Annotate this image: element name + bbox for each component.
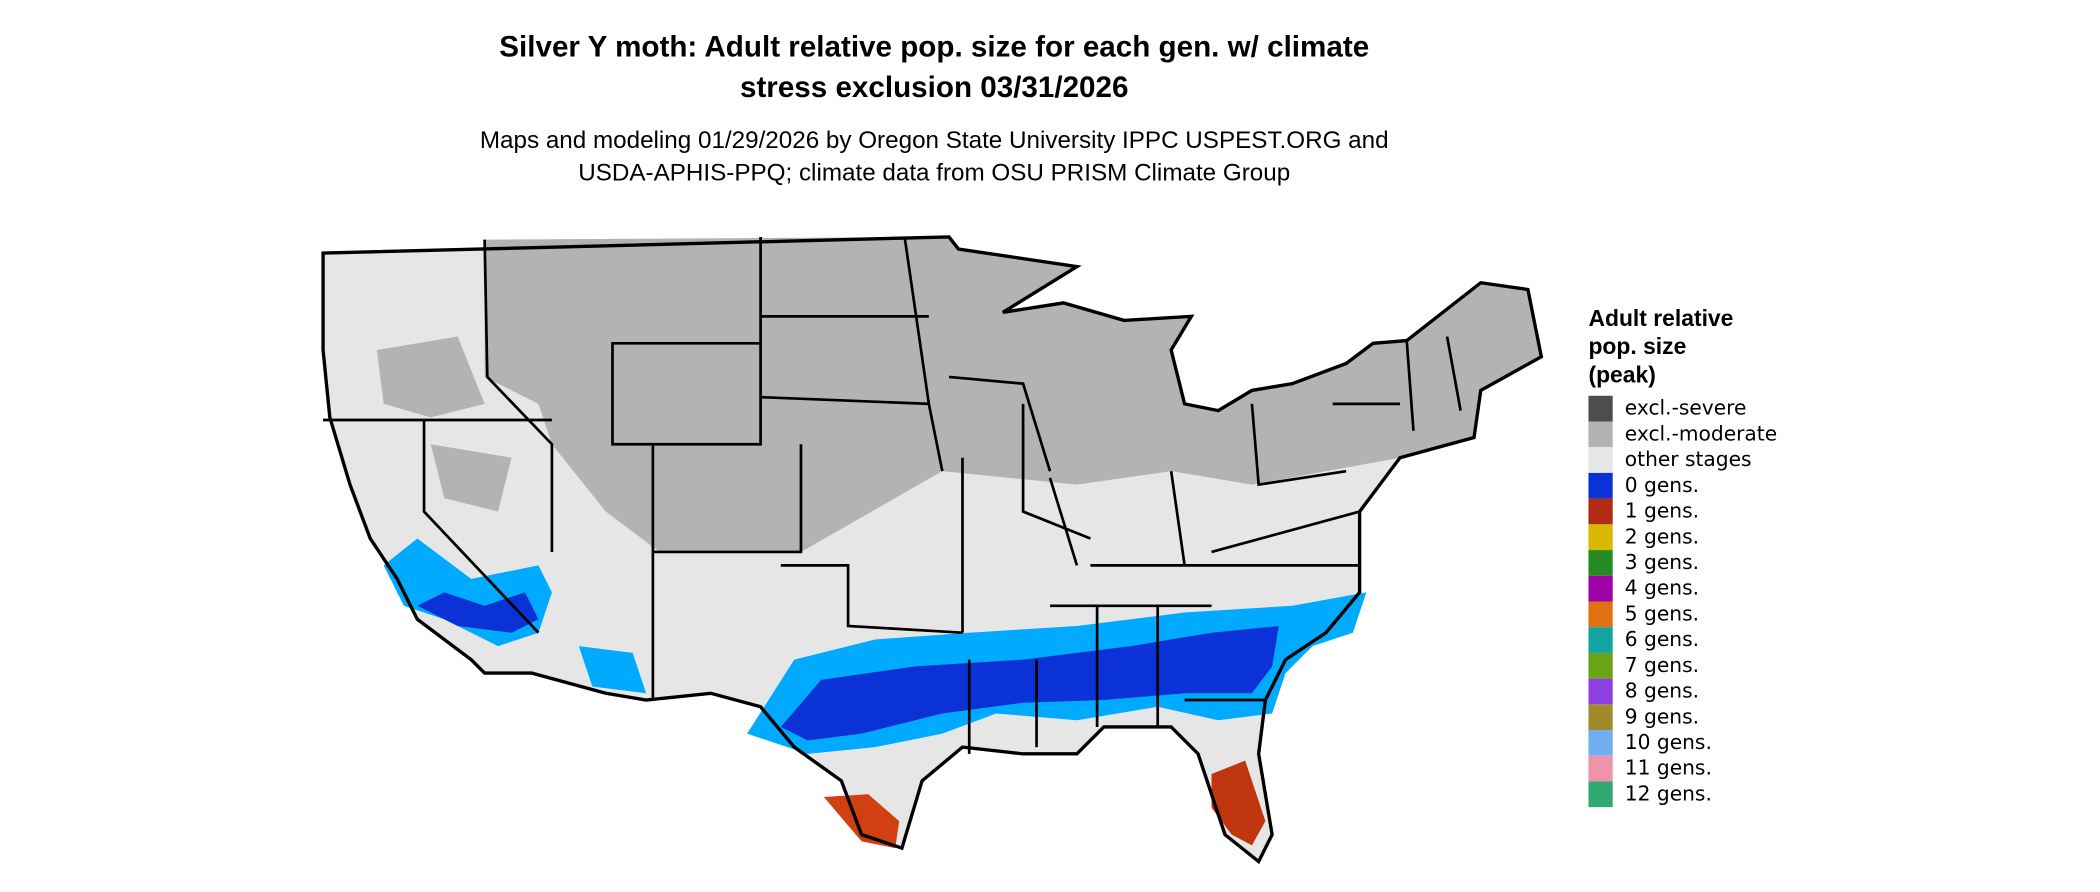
- legend-swatch: [1588, 755, 1613, 782]
- excl-moderate-region: [484, 236, 1542, 552]
- legend-swatch: [1588, 627, 1613, 653]
- subtitle-line: Maps and modeling 01/29/2026 by Oregon S…: [480, 127, 1389, 154]
- legend-label: 7 gens.: [1625, 653, 1699, 677]
- zero-gens-light: [383, 538, 1367, 754]
- legend-label: 9 gens.: [1625, 704, 1699, 728]
- legend-label: 12 gens.: [1625, 781, 1712, 805]
- legend-title-line: Adult relative: [1588, 305, 1733, 331]
- one-gens-texas: [823, 794, 900, 849]
- legend-swatch: [1588, 652, 1613, 679]
- legend-label: excl.-moderate: [1625, 421, 1777, 445]
- legend-swatch: [1588, 575, 1613, 602]
- legend-swatch: [1588, 550, 1613, 576]
- us-outline: [321, 235, 1544, 865]
- legend-title-line: (peak): [1588, 361, 1655, 387]
- legend-swatch: [1588, 421, 1613, 448]
- legend-label: 10 gens.: [1625, 730, 1712, 754]
- one-gens-florida: [1211, 760, 1266, 846]
- legend-label: 8 gens.: [1625, 679, 1699, 703]
- legend-swatch: [1588, 472, 1613, 499]
- legend-label: 0 gens.: [1625, 473, 1699, 497]
- legend-label: 3 gens.: [1625, 550, 1699, 574]
- subtitle-line: USDA-APHIS-PPQ; climate data from OSU PR…: [578, 159, 1290, 186]
- legend-label: 1 gens.: [1625, 499, 1699, 523]
- legend-swatch: [1588, 678, 1613, 705]
- legend-swatch: [1588, 704, 1613, 731]
- legend-swatch: [1588, 781, 1613, 808]
- excl-moderate-west: [376, 336, 512, 512]
- legend-swatch: [1588, 524, 1613, 551]
- legend-title-line: pop. size: [1588, 333, 1686, 359]
- legend-swatch: [1588, 498, 1613, 525]
- legend-label: other stages: [1625, 447, 1752, 471]
- title-line: stress exclusion 03/31/2026: [740, 71, 1128, 104]
- state-borders: [323, 236, 1462, 754]
- legend-label: 5 gens.: [1625, 601, 1699, 625]
- legend-swatch: [1588, 601, 1613, 628]
- legend-label: 2 gens.: [1625, 524, 1699, 548]
- title-line: Silver Y moth: Adult relative pop. size …: [499, 31, 1369, 64]
- legend-swatch: [1588, 730, 1613, 756]
- legend-label: 6 gens.: [1625, 627, 1699, 651]
- us-map: [321, 235, 1544, 865]
- legend-label: 4 gens.: [1625, 576, 1699, 600]
- zero-gens-dark: [417, 592, 1279, 741]
- legend-swatch: [1588, 447, 1613, 473]
- legend-label: excl.-severe: [1625, 396, 1747, 420]
- legend-swatch: [1588, 395, 1613, 422]
- legend-label: 11 gens.: [1625, 756, 1712, 780]
